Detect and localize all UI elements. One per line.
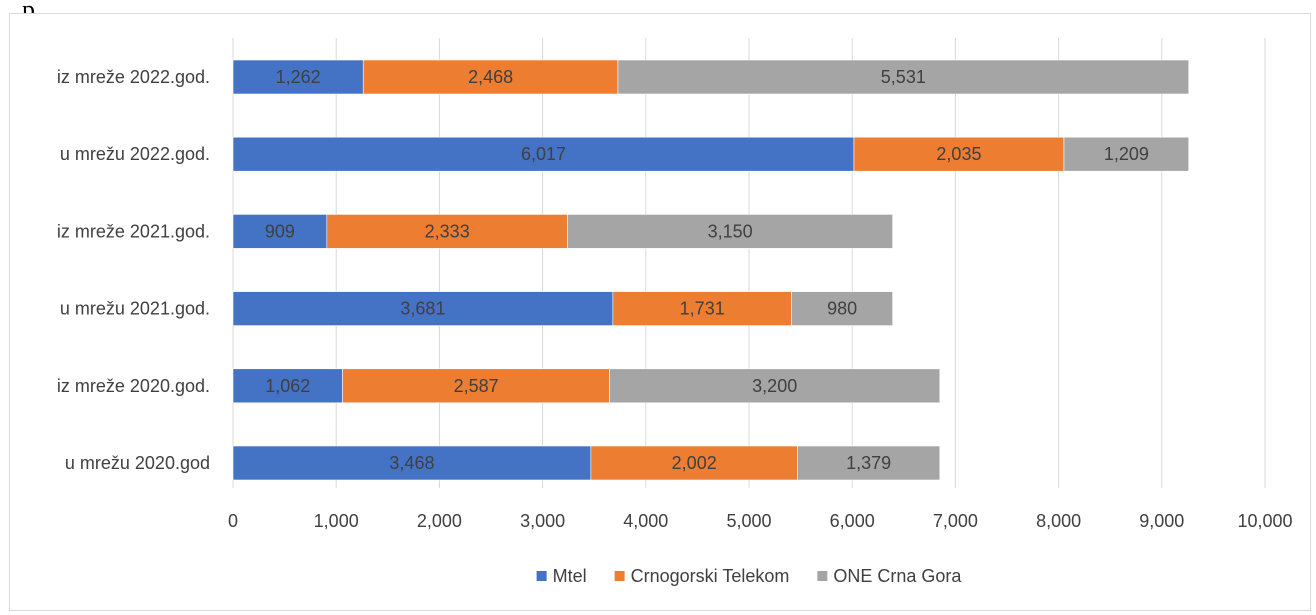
legend-label: Mtel [553, 566, 587, 586]
bar-segment [232, 368, 343, 404]
bar-segment [1063, 136, 1190, 172]
bar-segment [567, 214, 893, 249]
bar-segment [232, 214, 328, 249]
x-tick-label: 2,000 [417, 511, 462, 531]
data-label: 980 [827, 299, 857, 319]
data-label: 3,681 [400, 299, 445, 319]
x-tick-label: 7,000 [933, 511, 978, 531]
x-tick-label: 4,000 [623, 511, 668, 531]
x-tick-label: 3,000 [520, 511, 565, 531]
bar-segment [232, 291, 614, 326]
data-label: 1,209 [1104, 144, 1149, 164]
data-label: 1,379 [846, 453, 891, 473]
legend-label: ONE Crna Gora [833, 566, 962, 586]
legend-swatch [817, 571, 828, 581]
legend-swatch [536, 571, 547, 581]
bar-segment [232, 136, 855, 172]
bar-segment [612, 291, 792, 326]
x-tick-label: 1,000 [314, 511, 359, 531]
data-label: 2,333 [425, 221, 470, 241]
category-label: iz mreže 2022.god. [57, 67, 210, 87]
bar-segment [590, 445, 798, 481]
data-label: 3,150 [708, 221, 753, 241]
x-tick-label: 10,000 [1237, 511, 1292, 531]
data-label: 2,002 [672, 453, 717, 473]
data-label: 3,200 [752, 376, 797, 396]
bar-segment [232, 445, 592, 481]
data-label: 1,262 [276, 67, 321, 87]
data-label: 909 [265, 221, 295, 241]
category-label: u mrežu 2022.god. [60, 144, 210, 164]
x-tick-label: 6,000 [830, 511, 875, 531]
bar-segment [609, 368, 941, 404]
bar-segment [232, 59, 364, 95]
data-label: 2,587 [454, 376, 499, 396]
legend-label: Crnogorski Telekom [631, 566, 790, 586]
data-label: 2,468 [468, 67, 513, 87]
data-label: 1,062 [265, 376, 310, 396]
category-label: iz mreže 2021.god. [57, 221, 210, 241]
data-label: 2,035 [936, 144, 981, 164]
bar-segment [797, 445, 941, 481]
category-label: u mrežu 2021.god. [60, 299, 210, 319]
bar-segment [791, 291, 893, 326]
legend-swatch [614, 571, 625, 581]
bar-segment [617, 59, 1190, 95]
x-tick-label: 9,000 [1139, 511, 1184, 531]
category-label: u mrežu 2020.god [65, 453, 210, 473]
bar-segment [362, 59, 619, 95]
x-tick-label: 8,000 [1036, 511, 1081, 531]
data-label: 6,017 [521, 144, 566, 164]
x-tick-label: 5,000 [726, 511, 771, 531]
category-label: iz mreže 2020.god. [57, 376, 210, 396]
data-label: 1,731 [680, 299, 725, 319]
data-label: 3,468 [389, 453, 434, 473]
x-tick-label: 0 [228, 511, 238, 531]
data-label: 5,531 [881, 67, 926, 87]
bar-segment [326, 214, 568, 249]
